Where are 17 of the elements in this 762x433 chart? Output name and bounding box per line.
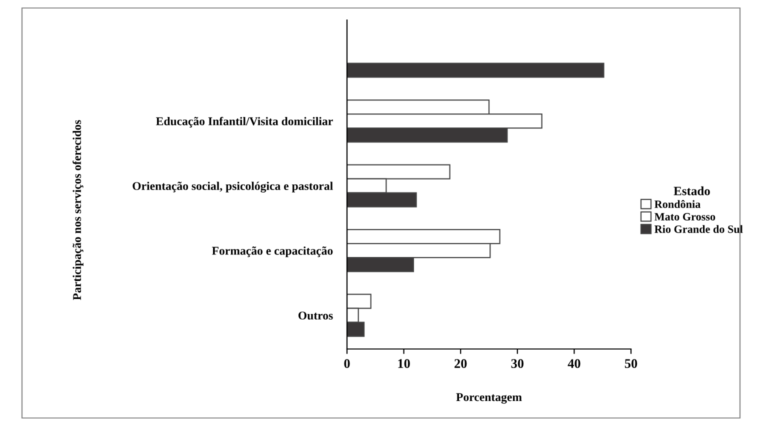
x-tick-label: 50: [624, 359, 638, 368]
y-tick-label: Orientação social, psicológica e pastoral: [132, 182, 333, 193]
y-tick-label: Educação Infantil/Visita domiciliar: [156, 116, 333, 128]
x-tick-label: 0: [344, 359, 350, 368]
x-tick-label: 20: [454, 359, 467, 368]
legend-label: Rio Grande do Sul: [654, 225, 743, 233]
x-tick-label: 10: [398, 359, 410, 368]
legend-label: Mato Grosso: [654, 213, 716, 220]
x-tick-label: 40: [568, 359, 580, 368]
legend-title: Estado: [674, 186, 710, 196]
y-tick-label: Outros: [298, 312, 333, 320]
x-tick-label: 30: [511, 359, 524, 368]
y-tick-label: Formação e capacitação: [212, 246, 333, 258]
x-axis-title: Porcentagem: [456, 393, 522, 404]
y-axis-title: Participação nos serviços oferecidos: [72, 120, 84, 300]
legend-label: Rondônia: [654, 200, 700, 208]
bar: [347, 62, 604, 78]
